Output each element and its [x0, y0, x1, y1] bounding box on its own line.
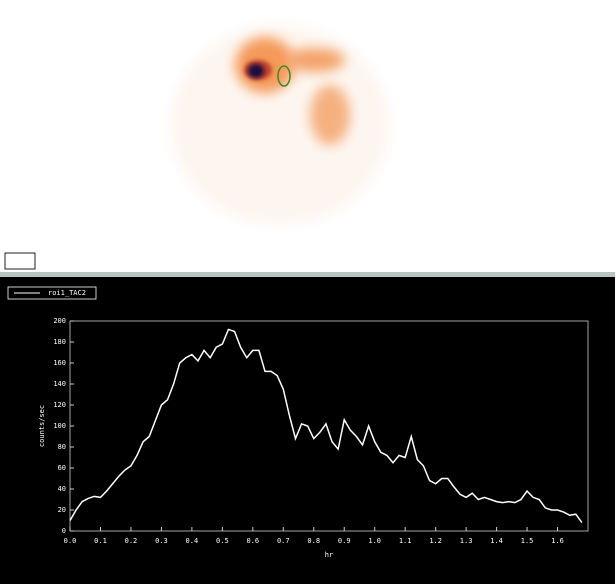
x-axis-label: hr	[325, 551, 333, 559]
x-tick-label: 0.1	[94, 537, 107, 545]
data-line	[69, 328, 583, 524]
x-tick-label: 0.2	[125, 537, 138, 545]
y-tick-label: 20	[58, 506, 66, 514]
y-tick-label: 200	[53, 317, 66, 325]
x-tick-label: 0.0	[64, 537, 77, 545]
y-tick-label: 160	[53, 359, 66, 367]
x-tick-label: 1.0	[368, 537, 381, 545]
x-tick-label: 0.5	[216, 537, 229, 545]
y-tick-label: 140	[53, 380, 66, 388]
y-tick-label: 0	[62, 527, 66, 535]
x-tick-label: 1.1	[399, 537, 412, 545]
x-tick-label: 1.3	[460, 537, 473, 545]
x-tick-label: 0.9	[338, 537, 351, 545]
y-tick-label: 40	[58, 485, 66, 493]
toolbar-icon[interactable]	[4, 252, 36, 270]
x-tick-label: 0.4	[186, 537, 199, 545]
x-tick-label: 0.8	[307, 537, 320, 545]
scan-image	[170, 25, 390, 225]
x-tick-label: 1.6	[551, 537, 564, 545]
divider	[0, 272, 615, 277]
legend-label: roi1_TAC2	[48, 289, 86, 297]
y-tick-label: 60	[58, 464, 66, 472]
y-tick-label: 120	[53, 401, 66, 409]
x-tick-label: 0.6	[246, 537, 259, 545]
y-tick-label: 80	[58, 443, 66, 451]
x-tick-label: 0.3	[155, 537, 168, 545]
y-tick-label: 100	[53, 422, 66, 430]
legend	[7, 286, 97, 300]
y-tick-label: 180	[53, 338, 66, 346]
y-axis-label: counts/sec	[38, 405, 46, 447]
x-tick-label: 1.5	[521, 537, 534, 545]
x-tick-label: 0.7	[277, 537, 290, 545]
plot-panel	[0, 277, 615, 584]
x-tick-label: 1.2	[429, 537, 442, 545]
x-tick-label: 1.4	[490, 537, 503, 545]
